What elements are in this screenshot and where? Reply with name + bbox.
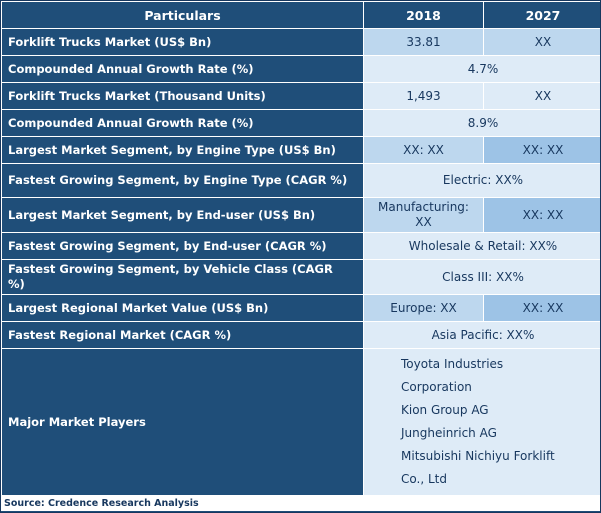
player-line: Mitsubishi Nichiyu Forklift	[401, 449, 555, 463]
column-header-2018: 2018	[363, 1, 484, 29]
cell-2018: 33.81	[363, 28, 484, 56]
cell-2027: XX	[483, 82, 600, 110]
cell-2027: XX: XX	[483, 197, 600, 233]
cell-2027: XX	[483, 28, 600, 56]
bottom-accent-bar	[1, 511, 600, 512]
player-line: Co., Ltd	[401, 472, 447, 486]
cell-2018: XX: XX	[363, 136, 484, 164]
cell-merged: 4.7%	[363, 55, 600, 83]
row-fastest-segment-vehicle-class: Fastest Growing Segment, by Vehicle Clas…	[1, 259, 600, 295]
row-cagr-units: Compounded Annual Growth Rate (%) 8.9%	[1, 109, 600, 137]
row-label: Largest Market Segment, by Engine Type (…	[1, 136, 364, 164]
source-text: Source: Credence Research Analysis	[4, 498, 199, 509]
row-label: Forklift Trucks Market (US$ Bn)	[1, 28, 364, 56]
row-label: Fastest Growing Segment, by Vehicle Clas…	[1, 259, 364, 295]
row-label: Major Market Players	[1, 348, 364, 496]
row-largest-segment-engine: Largest Market Segment, by Engine Type (…	[1, 136, 600, 164]
row-forklift-market-units: Forklift Trucks Market (Thousand Units) …	[1, 82, 600, 110]
cell-merged: 8.9%	[363, 109, 600, 137]
cell-2018: 1,493	[363, 82, 484, 110]
row-label: Largest Regional Market Value (US$ Bn)	[1, 294, 364, 322]
player-line: Corporation	[401, 380, 472, 394]
row-label: Fastest Regional Market (CAGR %)	[1, 321, 364, 349]
cell-2018: Europe: XX	[363, 294, 484, 322]
player-line: Jungheinrich AG	[401, 426, 497, 440]
row-major-market-players: Major Market Players Toyota Industries C…	[1, 348, 600, 496]
particulars-table: Particulars 2018 2027 Forklift Trucks Ma…	[1, 1, 600, 496]
row-fastest-segment-engine: Fastest Growing Segment, by Engine Type …	[1, 163, 600, 198]
row-fastest-regional-market: Fastest Regional Market (CAGR %) Asia Pa…	[1, 321, 600, 349]
cell-2027: XX: XX	[483, 136, 600, 164]
row-label: Fastest Growing Segment, by Engine Type …	[1, 163, 364, 198]
cell-merged: Wholesale & Retail: XX%	[363, 232, 600, 260]
row-forklift-market-value: Forklift Trucks Market (US$ Bn) 33.81 XX	[1, 28, 600, 56]
players-list: Toyota Industries Corporation Kion Group…	[363, 348, 600, 496]
row-cagr-value: Compounded Annual Growth Rate (%) 4.7%	[1, 55, 600, 83]
cell-merged: Class III: XX%	[363, 259, 600, 295]
cell-merged: Asia Pacific: XX%	[363, 321, 600, 349]
row-label: Fastest Growing Segment, by End-user (CA…	[1, 232, 364, 260]
row-label: Forklift Trucks Market (Thousand Units)	[1, 82, 364, 110]
row-label: Compounded Annual Growth Rate (%)	[1, 109, 364, 137]
header-row: Particulars 2018 2027	[1, 1, 600, 29]
row-largest-segment-enduser: Largest Market Segment, by End-user (US$…	[1, 197, 600, 233]
cell-2027: XX: XX	[483, 294, 600, 322]
source-note: Source: Credence Research Analysis	[1, 496, 600, 511]
row-label: Largest Market Segment, by End-user (US$…	[1, 197, 364, 233]
row-label: Compounded Annual Growth Rate (%)	[1, 55, 364, 83]
player-line: Toyota Industries	[401, 357, 504, 371]
cell-2018: Manufacturing: XX	[363, 197, 484, 233]
row-largest-regional-market: Largest Regional Market Value (US$ Bn) E…	[1, 294, 600, 322]
row-fastest-segment-enduser: Fastest Growing Segment, by End-user (CA…	[1, 232, 600, 260]
column-header-2027: 2027	[483, 1, 600, 29]
cell-merged: Electric: XX%	[363, 163, 600, 198]
column-header-particulars: Particulars	[1, 1, 364, 29]
player-line: Kion Group AG	[401, 403, 489, 417]
